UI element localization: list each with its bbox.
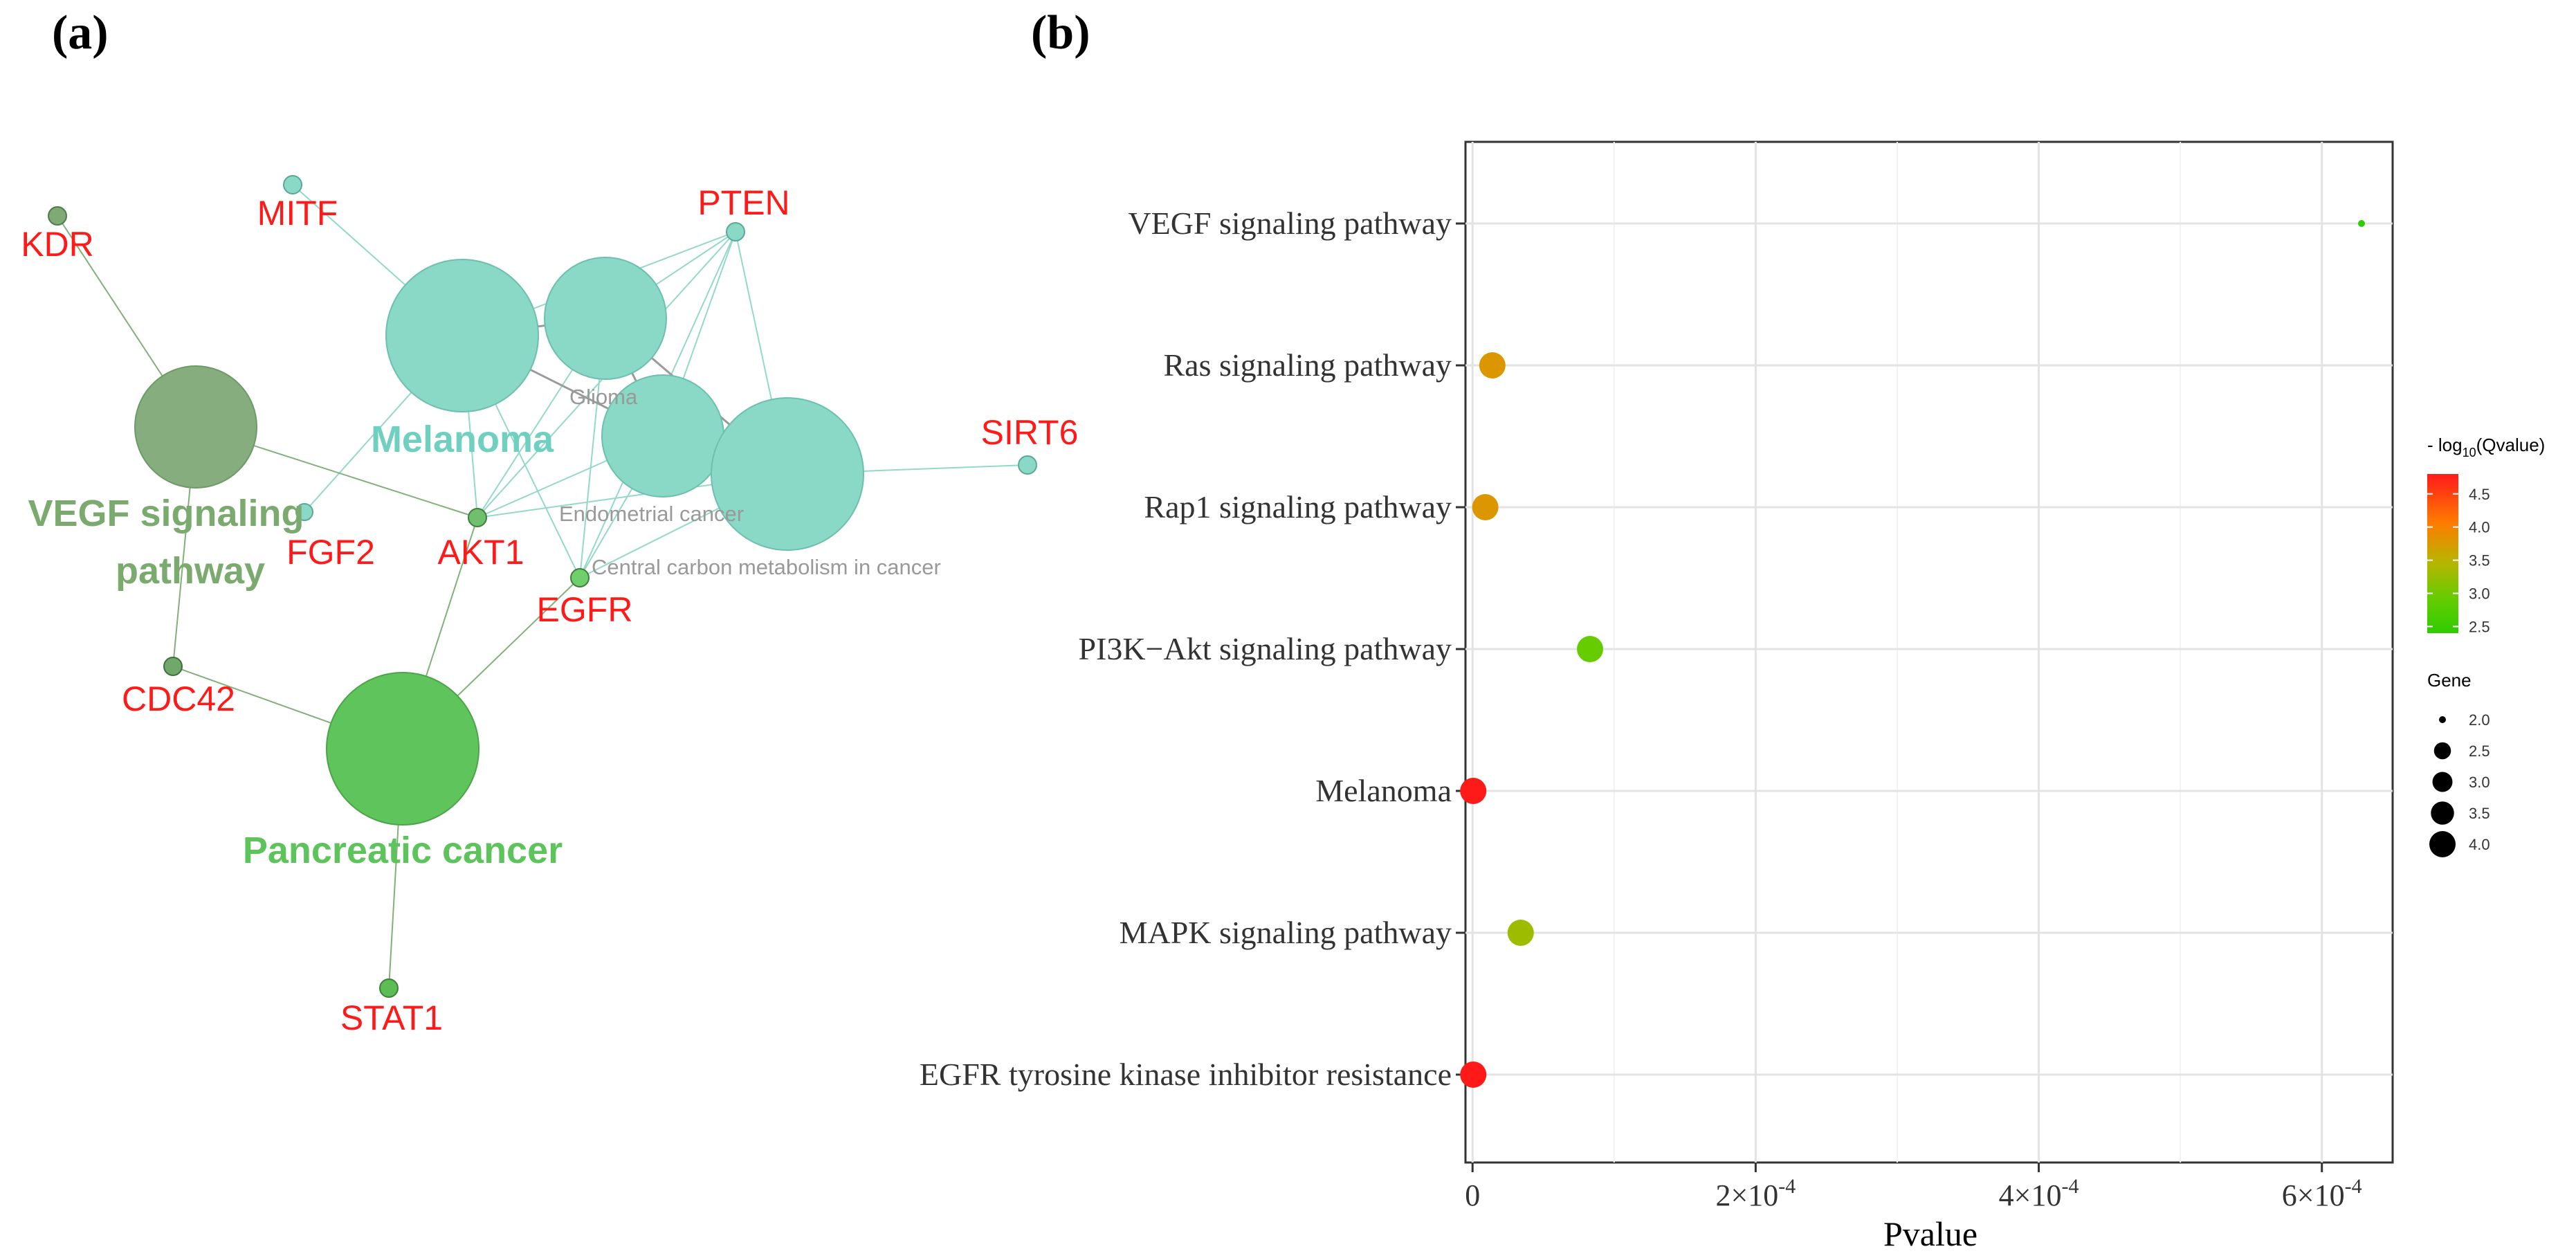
data-point bbox=[2357, 220, 2365, 227]
size-legend-dot bbox=[2439, 716, 2446, 723]
gene-label-akt1: AKT1 bbox=[437, 533, 524, 572]
size-legend-label: 3.5 bbox=[2469, 805, 2490, 822]
pathway-label-pancreatic: Pancreatic cancer bbox=[243, 830, 563, 871]
y-axis-label: MAPK signaling pathway bbox=[1120, 915, 1452, 950]
gene-node-egfr bbox=[570, 568, 590, 587]
data-point bbox=[1577, 636, 1604, 662]
y-axis-label: PI3K−Akt signaling pathway bbox=[1078, 631, 1452, 666]
pathway-label-glioma: Glioma bbox=[569, 385, 638, 409]
pathway-label-vegf-line1: VEGF signaling bbox=[28, 493, 304, 534]
pathway-node-central-carbon bbox=[711, 397, 864, 551]
gene-label-kdr: KDR bbox=[21, 225, 94, 264]
y-axis-label: Melanoma bbox=[1315, 773, 1452, 808]
data-point bbox=[1460, 778, 1487, 804]
gene-label-pten: PTEN bbox=[697, 183, 789, 222]
color-legend-ticks: 4.5 4.0 3.5 3.0 2.5 bbox=[2427, 486, 2490, 635]
panel-a-label: (a) bbox=[52, 6, 109, 60]
pathway-label-central-carbon: Central carbon metabolism in cancer bbox=[592, 555, 941, 579]
grid-minor bbox=[1613, 142, 2182, 1163]
gene-label-egfr: EGFR bbox=[537, 590, 633, 629]
color-legend-tick-label: 4.5 bbox=[2469, 486, 2490, 503]
pathway-label-endometrial: Endometrial cancer bbox=[559, 502, 744, 526]
size-legend-dot bbox=[2433, 742, 2451, 760]
y-axis-label: Rap1 signaling pathway bbox=[1144, 489, 1452, 525]
gene-label-stat1: STAT1 bbox=[340, 999, 443, 1037]
gene-node-kdr bbox=[48, 206, 67, 226]
size-legend-title: Gene bbox=[2427, 670, 2472, 691]
color-legend: - log10(Qvalue) 4.5 4.0 3.5 3.0 2.5 bbox=[2427, 435, 2545, 635]
gene-node-cdc42 bbox=[163, 657, 183, 676]
dot-plot: VEGF signaling pathway Ras signaling path… bbox=[920, 140, 2394, 1253]
x-tick-label: 0 bbox=[1465, 1178, 1480, 1212]
gene-node-pten bbox=[726, 222, 745, 241]
size-legend: Gene 2.0 2.5 3.0 3.5 4.0 bbox=[2427, 670, 2490, 857]
gene-node-mitf bbox=[283, 175, 302, 194]
color-legend-bar bbox=[2427, 474, 2458, 633]
x-tick-label: 6×10-4 bbox=[2282, 1175, 2362, 1212]
data-point bbox=[1460, 1061, 1487, 1088]
data-points bbox=[1460, 220, 2365, 1088]
size-legend-label: 3.0 bbox=[2469, 774, 2490, 791]
pathway-label-vegf-line2: pathway bbox=[116, 550, 265, 592]
network-graph: VEGF signaling pathway Melanoma Glioma E… bbox=[21, 175, 1079, 1037]
pathway-node-vegf bbox=[134, 365, 257, 489]
color-legend-tick-label: 3.0 bbox=[2469, 585, 2490, 603]
panel-b-label: (b) bbox=[1031, 6, 1090, 60]
gene-label-cdc42: CDC42 bbox=[122, 680, 235, 718]
color-legend-title: - log10(Qvalue) bbox=[2427, 435, 2545, 459]
gene-node-fgf2 bbox=[295, 503, 313, 521]
pathway-label-melanoma: Melanoma bbox=[371, 419, 554, 460]
data-point bbox=[1479, 352, 1506, 379]
y-axis-labels: VEGF signaling pathway Ras signaling path… bbox=[920, 206, 1465, 1092]
pathway-node-glioma bbox=[544, 257, 667, 380]
size-legend-label: 2.5 bbox=[2469, 742, 2490, 760]
size-legend-entries: 2.0 2.5 3.0 3.5 4.0 bbox=[2429, 711, 2490, 857]
x-axis-ticks: 0 2×10-4 4×10-4 6×10-4 bbox=[1465, 1163, 2362, 1212]
size-legend-label: 4.0 bbox=[2469, 836, 2490, 853]
size-legend-dot bbox=[2429, 831, 2456, 857]
pathway-node-melanoma bbox=[385, 259, 539, 412]
gene-label-sirt6: SIRT6 bbox=[981, 413, 1079, 452]
y-axis-label: Ras signaling pathway bbox=[1164, 347, 1452, 383]
grid-major bbox=[1465, 142, 2393, 1163]
color-legend-tick-label: 2.5 bbox=[2469, 618, 2490, 635]
gene-label-fgf2: FGF2 bbox=[286, 533, 375, 572]
gene-node-sirt6 bbox=[1018, 455, 1037, 475]
x-tick-label: 2×10-4 bbox=[1715, 1175, 1796, 1212]
plot-panel bbox=[1464, 140, 2394, 1164]
gene-node-stat1 bbox=[379, 978, 399, 998]
data-point bbox=[1507, 920, 1534, 946]
pathway-node-pancreatic bbox=[326, 672, 479, 826]
x-axis-title: Pvalue bbox=[1883, 1214, 1977, 1253]
gene-label-mitf: MITF bbox=[257, 194, 338, 233]
size-legend-dot bbox=[2432, 772, 2453, 792]
color-legend-tick-label: 3.5 bbox=[2469, 552, 2490, 569]
y-axis-label: VEGF signaling pathway bbox=[1128, 206, 1452, 241]
data-point bbox=[1472, 494, 1499, 520]
gene-node-akt1 bbox=[468, 508, 487, 527]
size-legend-label: 2.0 bbox=[2469, 711, 2490, 729]
y-axis-label: EGFR tyrosine kinase inhibitor resistanc… bbox=[920, 1057, 1452, 1092]
size-legend-dot bbox=[2431, 801, 2454, 825]
x-tick-label: 4×10-4 bbox=[1999, 1175, 2079, 1212]
color-legend-tick-label: 4.0 bbox=[2469, 519, 2490, 536]
